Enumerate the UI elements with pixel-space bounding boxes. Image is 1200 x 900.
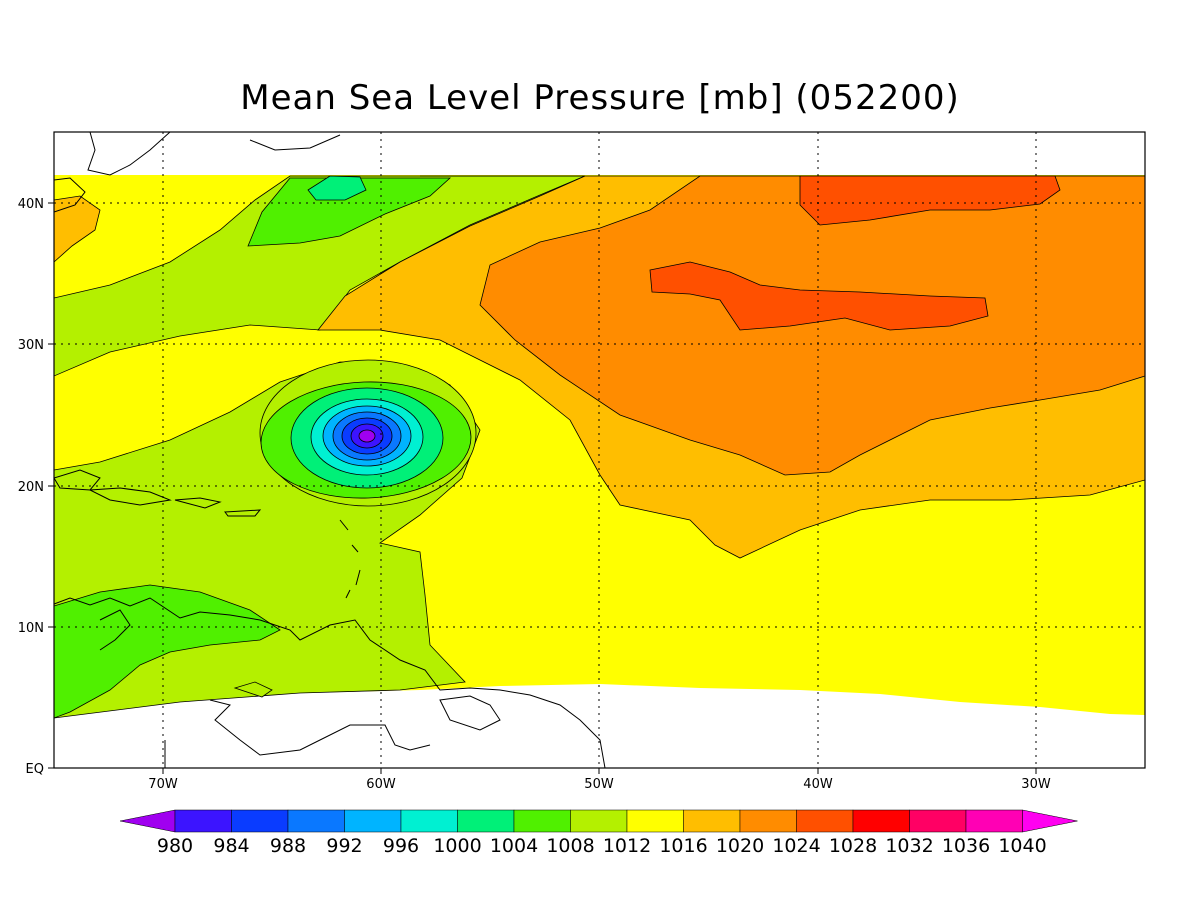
colorbar-label: 1032 — [885, 835, 933, 857]
colorbar-label: 1040 — [998, 835, 1046, 857]
lat-tick-eq: EQ — [26, 762, 44, 777]
lat-axis: EQ 10N 20N 30N 40N — [18, 197, 54, 777]
colorbar-label: 1036 — [942, 835, 990, 857]
colorbar-label: 1028 — [829, 835, 877, 857]
lon-axis: 70W 60W 50W 40W 30W — [148, 768, 1051, 792]
map-title: Mean Sea Level Pressure [mb] (052200) — [240, 78, 960, 118]
lon-tick-70w: 70W — [148, 777, 178, 792]
field-1008-north — [54, 175, 586, 377]
colorbar-label: 992 — [326, 835, 362, 857]
colorbar-label: 1016 — [659, 835, 707, 857]
colorbar-label: 984 — [213, 835, 249, 857]
colorbar-segment — [174, 809, 232, 833]
pressure-fields — [54, 132, 1145, 768]
lat-tick-40n: 40N — [18, 197, 44, 212]
lon-tick-50w: 50W — [584, 777, 614, 792]
field-1016-west — [54, 195, 101, 263]
grid — [54, 132, 1145, 768]
lon-tick-40w: 40W — [803, 777, 833, 792]
colorbar-segment — [739, 809, 797, 833]
lat-tick-10n: 10N — [18, 621, 44, 636]
field-1004-south — [54, 584, 281, 719]
colorbar-segment — [400, 809, 458, 833]
colorbar-segment — [683, 809, 741, 833]
field-1000-north — [307, 175, 367, 201]
colorbar-segment — [852, 809, 910, 833]
colorbar-segment — [626, 809, 684, 833]
colorbar-segment — [457, 809, 515, 833]
colorbar-label: 988 — [270, 835, 306, 857]
colorbar-segment — [513, 809, 571, 833]
lat-tick-30n: 30N — [18, 338, 44, 353]
colorbar-arrow-low — [119, 809, 176, 833]
lon-tick-30w: 30W — [1021, 777, 1051, 792]
colorbar-segment — [796, 809, 854, 833]
colorbar-segment — [231, 809, 289, 833]
hurricane-low — [259, 359, 477, 507]
colorbar-segment — [909, 809, 967, 833]
colorbar-label: 1008 — [546, 835, 594, 857]
coastlines — [54, 132, 606, 768]
colorbar-segment — [287, 809, 345, 833]
colorbar-label: 980 — [157, 835, 193, 857]
lon-tick-60w: 60W — [366, 777, 396, 792]
colorbar-label: 1000 — [433, 835, 481, 857]
colorbar-label: 1024 — [772, 835, 820, 857]
colorbar-segment — [570, 809, 628, 833]
colorbar-segment — [344, 809, 402, 833]
field-1008-pocket — [233, 681, 273, 698]
lat-tick-20n: 20N — [18, 480, 44, 495]
colorbar-segment — [965, 809, 1023, 833]
colorbar-label: 1020 — [716, 835, 764, 857]
field-1020 — [479, 175, 1145, 476]
colorbar-label: 1012 — [603, 835, 651, 857]
field-1024-central — [649, 261, 989, 331]
colorbar-label: 996 — [383, 835, 419, 857]
field-1024-north — [799, 175, 1061, 226]
colorbar: 980 984 988 992 996 1000 1004 1008 1012 1016 1020 1… — [119, 809, 1078, 857]
field-1004-north — [247, 177, 452, 247]
colorbar-label: 1004 — [490, 835, 538, 857]
colorbar-arrow-high — [1022, 809, 1078, 833]
